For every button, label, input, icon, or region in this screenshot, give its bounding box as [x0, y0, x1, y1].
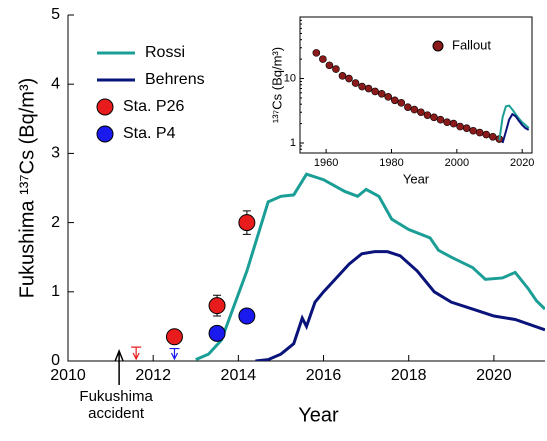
data-point: [351, 79, 360, 87]
data-point: [364, 84, 373, 93]
y-tick-label: 5: [51, 6, 60, 23]
data-point: [165, 328, 183, 346]
x-tick-label: 2000: [445, 157, 469, 169]
y-axis-label: ¹³⁷Cs (Bq/m³): [269, 47, 284, 123]
y-tick-label: 4: [51, 75, 60, 92]
data-point: [332, 65, 340, 73]
inset-chart: 1960 1980 2000 2020 1 10 Year ¹³⁷Cs (Bq/m³) Fall…: [269, 16, 534, 186]
data-point: [404, 103, 412, 111]
data-point: [475, 128, 484, 137]
y-tick-label: 2: [51, 214, 60, 231]
data-point: [469, 126, 477, 135]
data-point: [430, 113, 438, 122]
data-point: [397, 99, 406, 107]
x-tick-label: 2020: [476, 367, 512, 384]
x-tick-label: 2010: [50, 367, 86, 384]
data-point: [443, 118, 451, 127]
legend-label: Rossi: [145, 44, 185, 61]
inset-frame: [299, 16, 533, 154]
series-line: [255, 250, 545, 361]
data-point: [238, 307, 256, 325]
x-axis-label: Year: [298, 404, 339, 426]
main-chart: 2010 2012 2014 2016 2018 2020 0 1 2 3 4 5 Year Fukush…: [16, 6, 545, 426]
x-tick-label: 1960: [314, 157, 338, 169]
x-tick-label: 2012: [135, 367, 171, 384]
data-point: [417, 108, 425, 117]
x-tick-label: 1980: [379, 157, 403, 169]
data-point: [325, 61, 334, 70]
legend-label: Fallout: [452, 37, 491, 52]
annotation-text: Fukushima: [79, 388, 153, 405]
y-tick-label: 0: [51, 352, 60, 369]
series-line: [498, 104, 530, 141]
legend-marker: [432, 40, 444, 52]
upper-limit: [131, 346, 142, 361]
data-point: [488, 132, 497, 141]
data-point: [423, 111, 432, 119]
x-tick-label: 2020: [510, 157, 534, 169]
data-point: [456, 122, 464, 131]
x-axis-label: Year: [403, 171, 430, 186]
data-point: [319, 55, 327, 63]
y-tick-label: 10: [284, 72, 296, 84]
annotation-arrow: [114, 348, 124, 385]
data-point: [482, 130, 491, 139]
data-point: [345, 74, 353, 83]
legend-marker: [96, 125, 114, 143]
annotation-text: accident: [88, 405, 145, 422]
upper-limit: [169, 347, 180, 361]
y-tick-label: 1: [51, 283, 60, 300]
legend-label: Behrens: [145, 71, 205, 88]
y-tick-label: 1: [290, 137, 296, 149]
data-point: [338, 72, 347, 80]
data-point: [410, 105, 419, 114]
x-tick-label: 2018: [391, 367, 427, 384]
data-point: [384, 93, 393, 101]
data-point: [390, 96, 399, 105]
data-point: [208, 324, 226, 342]
x-tick-label: 2016: [306, 367, 342, 384]
y-tick-label: 3: [51, 145, 60, 162]
legend-marker: [96, 98, 114, 116]
series-line: [501, 112, 530, 144]
y-axis-label: Fukushima ¹³⁷Cs (Bq/m³): [16, 78, 38, 299]
plot: [131, 172, 545, 361]
data-point: [371, 87, 379, 96]
data-point: [238, 214, 256, 232]
series-line: [195, 172, 545, 361]
x-tick-label: 2014: [221, 367, 257, 384]
data-point: [436, 115, 445, 124]
data-point: [208, 297, 226, 315]
data-point: [449, 119, 458, 128]
data-point: [462, 124, 471, 132]
legend-label: Sta. P4: [123, 125, 176, 142]
legend-label: Sta. P26: [123, 98, 184, 115]
plot: [312, 49, 530, 144]
data-point: [312, 49, 321, 57]
data-point: [377, 89, 386, 98]
data-point: [358, 82, 366, 91]
